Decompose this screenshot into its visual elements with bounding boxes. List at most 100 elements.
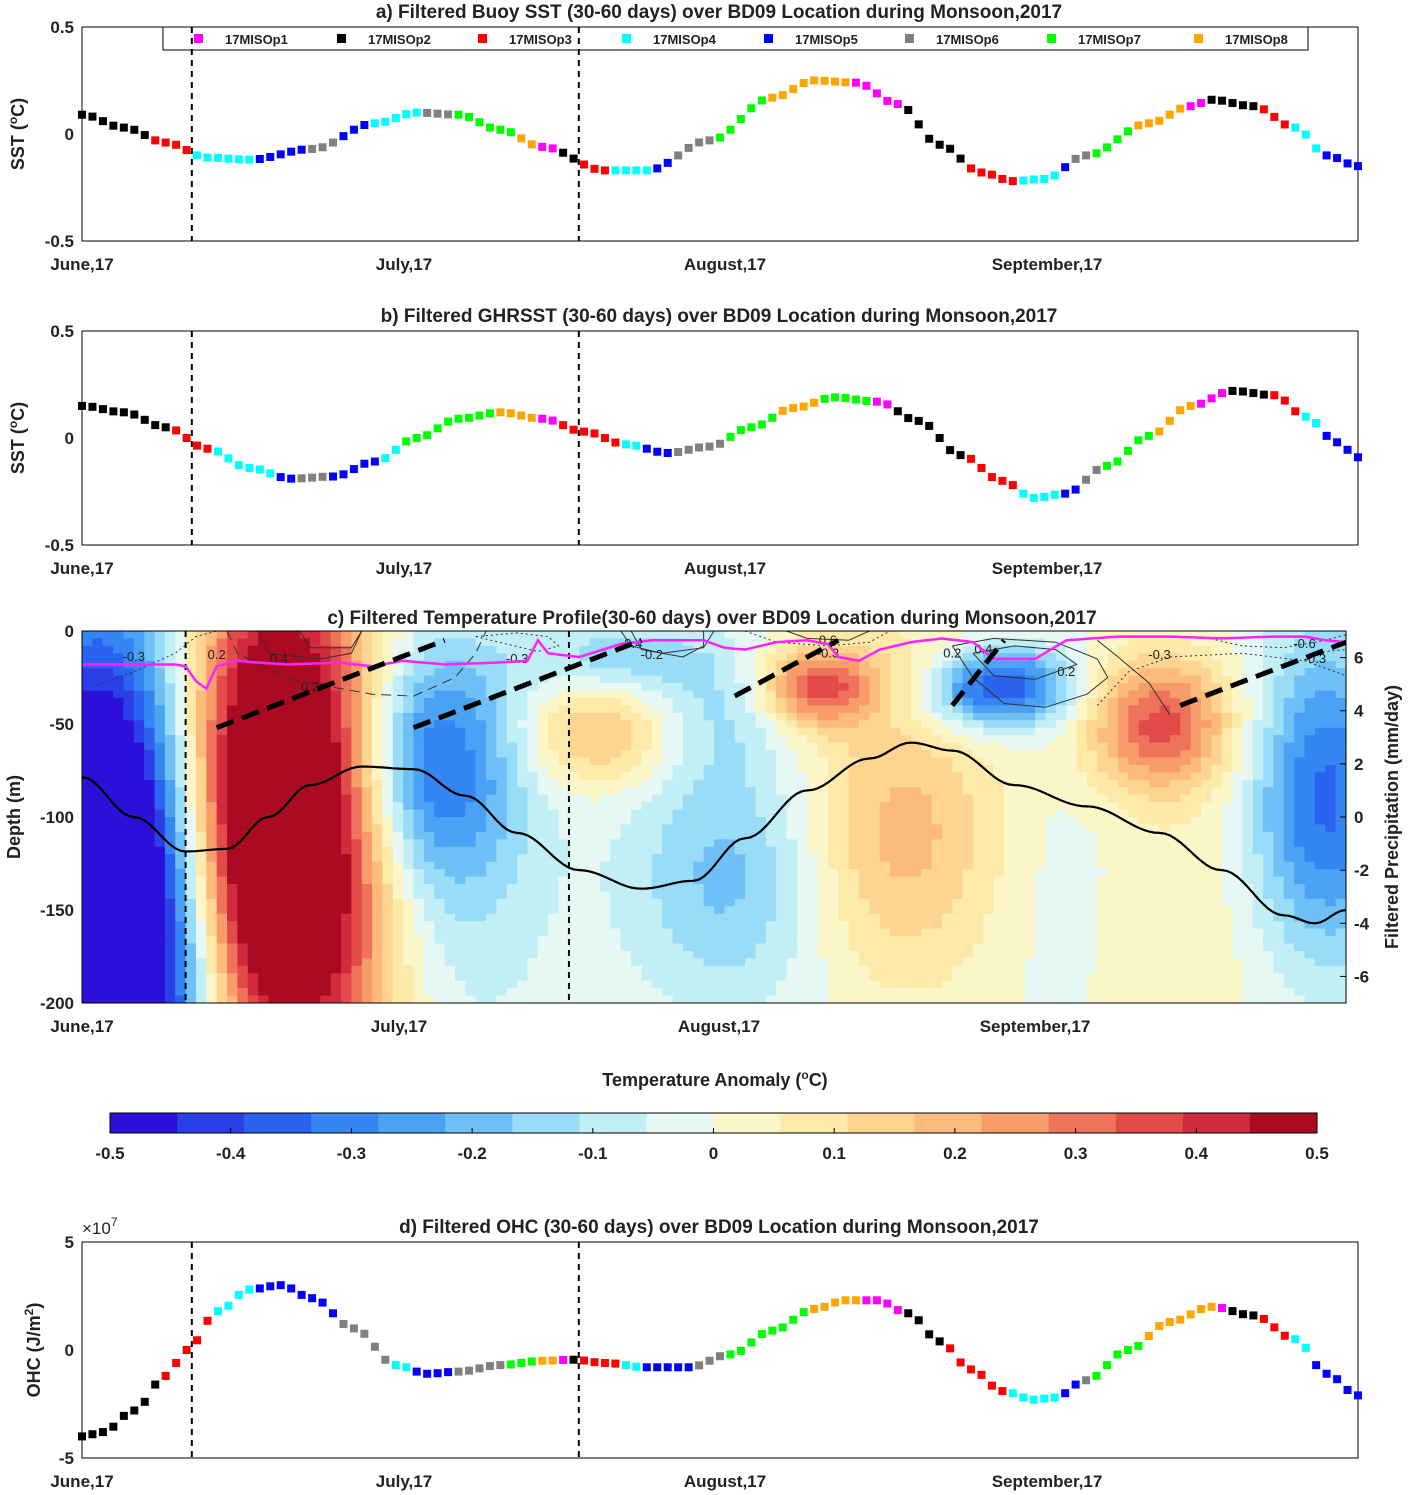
heatmap-cell: [651, 876, 663, 885]
heatmap-cell: [1014, 750, 1026, 759]
heatmap-cell: [537, 824, 549, 833]
legend-swatch-p7: [1047, 34, 1056, 43]
heatmap-cell: [403, 861, 415, 870]
data-point-17MISOp4: [213, 447, 222, 456]
heatmap-cell: [237, 735, 249, 744]
heatmap-cell: [921, 668, 933, 677]
heatmap-cell: [382, 697, 394, 706]
heatmap-cell: [382, 787, 394, 796]
heatmap-cell: [144, 779, 156, 788]
heatmap-cell: [579, 936, 591, 945]
heatmap-cell: [558, 809, 570, 818]
heatmap-cell: [983, 720, 995, 729]
heatmap-cell: [527, 831, 539, 840]
heatmap-cell: [517, 973, 529, 982]
data-point-17MISOp7: [862, 396, 871, 405]
heatmap-cell: [641, 772, 653, 781]
heatmap-cell: [921, 921, 933, 930]
heatmap-cell: [993, 824, 1005, 833]
heatmap-cell: [703, 861, 715, 870]
heatmap-cell: [537, 794, 549, 803]
heatmap-cell: [309, 653, 321, 662]
heatmap-cell: [879, 958, 891, 967]
heatmap-cell: [92, 988, 104, 997]
heatmap-cell: [309, 631, 321, 640]
heatmap-cell: [848, 839, 860, 848]
heatmap-cell: [1035, 772, 1047, 781]
heatmap-cell: [1035, 735, 1047, 744]
heatmap-cell: [227, 995, 239, 1003]
heatmap-cell: [1004, 950, 1016, 959]
heatmap-cell: [973, 854, 984, 863]
data-point-17MISOp7: [506, 128, 515, 137]
heatmap-cell: [952, 683, 964, 692]
heatmap-cell: [755, 638, 767, 647]
heatmap-cell: [931, 973, 943, 982]
heatmap-cell: [838, 906, 850, 915]
heatmap-cell: [1035, 965, 1047, 974]
heatmap-cell: [123, 824, 135, 833]
heatmap-cell: [361, 995, 373, 1003]
heatmap-cell: [796, 980, 808, 989]
heatmap-cell: [993, 809, 1005, 818]
heatmap-cell: [548, 839, 560, 848]
heatmap-cell: [651, 958, 663, 967]
data-point-17MISOp2: [946, 446, 955, 455]
heatmap-cell: [869, 854, 881, 863]
heatmap-cell: [330, 898, 342, 907]
heatmap-cell: [1004, 742, 1016, 751]
heatmap-cell: [382, 876, 394, 885]
heatmap-cell: [1024, 735, 1036, 744]
heatmap-cell: [113, 854, 125, 863]
heatmap-cell: [434, 928, 446, 937]
heatmap-cell: [392, 802, 404, 811]
heatmap-cell: [651, 965, 663, 974]
heatmap-cell: [133, 757, 145, 766]
heatmap-cell: [848, 735, 860, 744]
heatmap-cell: [164, 690, 176, 699]
heatmap-cell: [92, 727, 104, 736]
heatmap-cell: [537, 727, 549, 736]
heatmap-cell: [444, 817, 456, 826]
heatmap-cell: [786, 675, 798, 684]
heatmap-cell: [227, 653, 239, 662]
heatmap-cell: [195, 653, 207, 662]
heatmap-cell: [403, 876, 415, 885]
heatmap-cell: [195, 764, 207, 773]
heatmap-cell: [900, 906, 912, 915]
heatmap-cell: [506, 712, 518, 721]
heatmap-cell: [848, 683, 860, 692]
heatmap-cell: [330, 638, 342, 647]
heatmap-cell: [921, 817, 933, 826]
heatmap-cell: [1014, 712, 1026, 721]
heatmap-cell: [299, 779, 311, 788]
heatmap-cell: [662, 980, 674, 989]
heatmap-cell: [144, 921, 156, 930]
heatmap-cell: [745, 943, 757, 952]
heatmap-cell: [309, 921, 321, 930]
heatmap-cell: [185, 697, 197, 706]
heatmap-cell: [268, 772, 280, 781]
heatmap-cell: [195, 891, 207, 900]
heatmap-cell: [1014, 958, 1026, 967]
heatmap-cell: [662, 943, 674, 952]
heatmap-cell: [175, 988, 187, 997]
data-point-17MISOp4: [1312, 144, 1321, 153]
heatmap-cell: [341, 965, 352, 974]
heatmap-cell: [941, 898, 953, 907]
heatmap-cell: [786, 668, 798, 677]
heatmap-cell: [631, 906, 643, 915]
heatmap-cell: [620, 950, 632, 959]
heatmap-cell: [1045, 950, 1057, 959]
heatmap-cell: [558, 854, 570, 863]
heatmap-cell: [568, 846, 580, 855]
heatmap-cell: [568, 638, 580, 647]
heatmap-cell: [537, 854, 549, 863]
heatmap-cell: [952, 943, 964, 952]
heatmap-cell: [693, 720, 705, 729]
heatmap-cell: [361, 861, 373, 870]
heatmap-cell: [206, 906, 218, 915]
heatmap-cell: [320, 876, 332, 885]
heatmap-cell: [548, 727, 560, 736]
heatmap-cell: [651, 750, 663, 759]
